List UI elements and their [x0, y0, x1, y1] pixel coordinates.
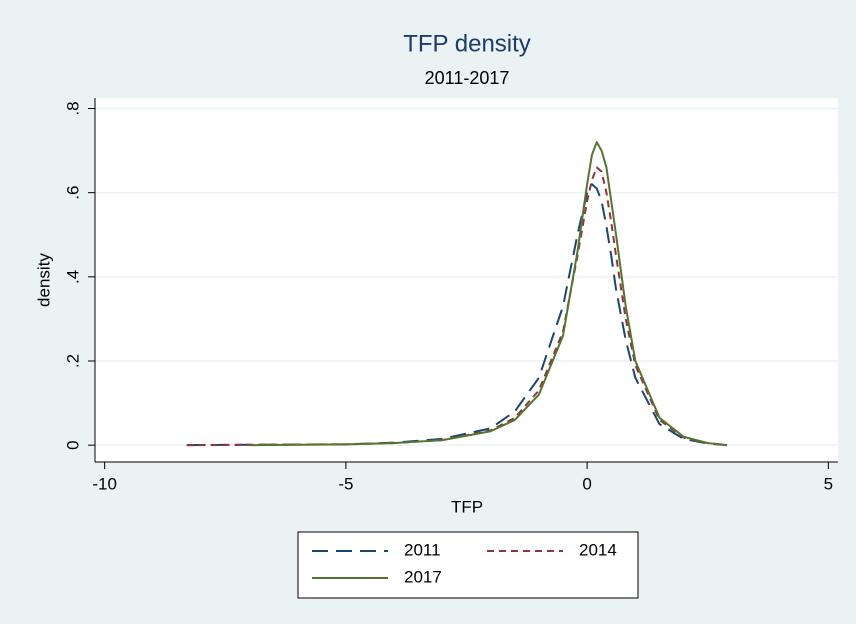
chart-subtitle: 2011-2017	[425, 68, 510, 88]
x-tick-label: 5	[824, 474, 833, 493]
y-tick-label: .4	[63, 270, 82, 284]
legend-label: 2011	[404, 540, 441, 559]
x-axis-label: TFP	[451, 497, 483, 516]
legend-label: 2017	[404, 567, 442, 586]
x-tick-label: 0	[582, 474, 591, 493]
legend-box	[297, 531, 639, 599]
y-tick-label: .2	[63, 354, 82, 368]
x-tick-label: -5	[338, 474, 353, 493]
plot-area	[95, 98, 838, 462]
y-axis-label: density	[34, 253, 53, 307]
x-tick-label: -10	[92, 474, 117, 493]
legend-label: 2014	[579, 540, 617, 559]
line-series	[249, 141, 728, 447]
y-tick-label: .6	[63, 186, 82, 200]
y-tick-label: .8	[63, 101, 82, 115]
chart-title: TFP density	[403, 30, 531, 57]
y-tick-label: 0	[63, 440, 82, 449]
